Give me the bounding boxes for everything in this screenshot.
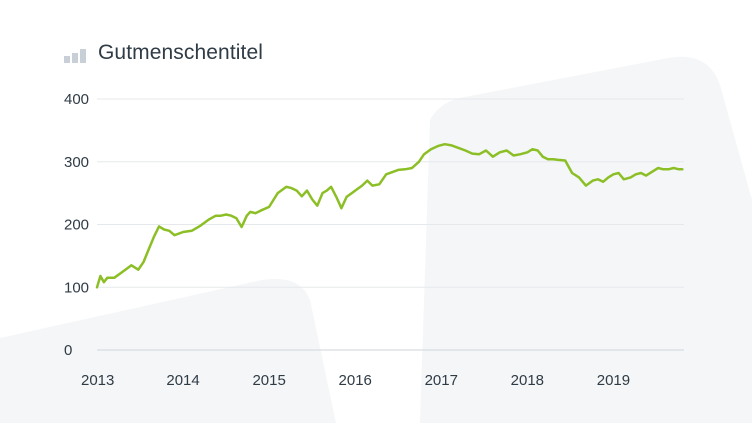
grid-lines bbox=[97, 98, 684, 351]
series-layer bbox=[95, 142, 684, 289]
series-line-0 bbox=[95, 142, 684, 289]
x-tick-label: 2014 bbox=[166, 372, 199, 389]
y-axis-labels: 0 100 200 300 400 bbox=[64, 91, 89, 359]
background-shape-large bbox=[420, 56, 752, 423]
y-tick-label: 300 bbox=[64, 154, 89, 171]
chart-title: Gutmenschentitel bbox=[98, 41, 264, 64]
x-axis-labels: 2013 2014 2015 2016 2017 2018 2019 bbox=[81, 372, 630, 389]
x-tick-label: 2016 bbox=[339, 372, 372, 389]
x-tick-label: 2017 bbox=[425, 372, 458, 389]
y-tick-label: 200 bbox=[64, 217, 89, 234]
y-tick-label: 400 bbox=[64, 91, 89, 108]
background-shape-left bbox=[0, 278, 336, 423]
y-tick-label: 100 bbox=[64, 279, 89, 296]
x-tick-label: 2019 bbox=[597, 372, 630, 389]
bar-chart-icon bbox=[64, 47, 88, 63]
chart-header: Gutmenschentitel bbox=[64, 38, 263, 68]
x-tick-label: 2015 bbox=[252, 372, 285, 389]
y-tick-label: 0 bbox=[64, 342, 72, 359]
x-tick-label: 2013 bbox=[81, 372, 114, 389]
x-tick-label: 2018 bbox=[511, 372, 544, 389]
